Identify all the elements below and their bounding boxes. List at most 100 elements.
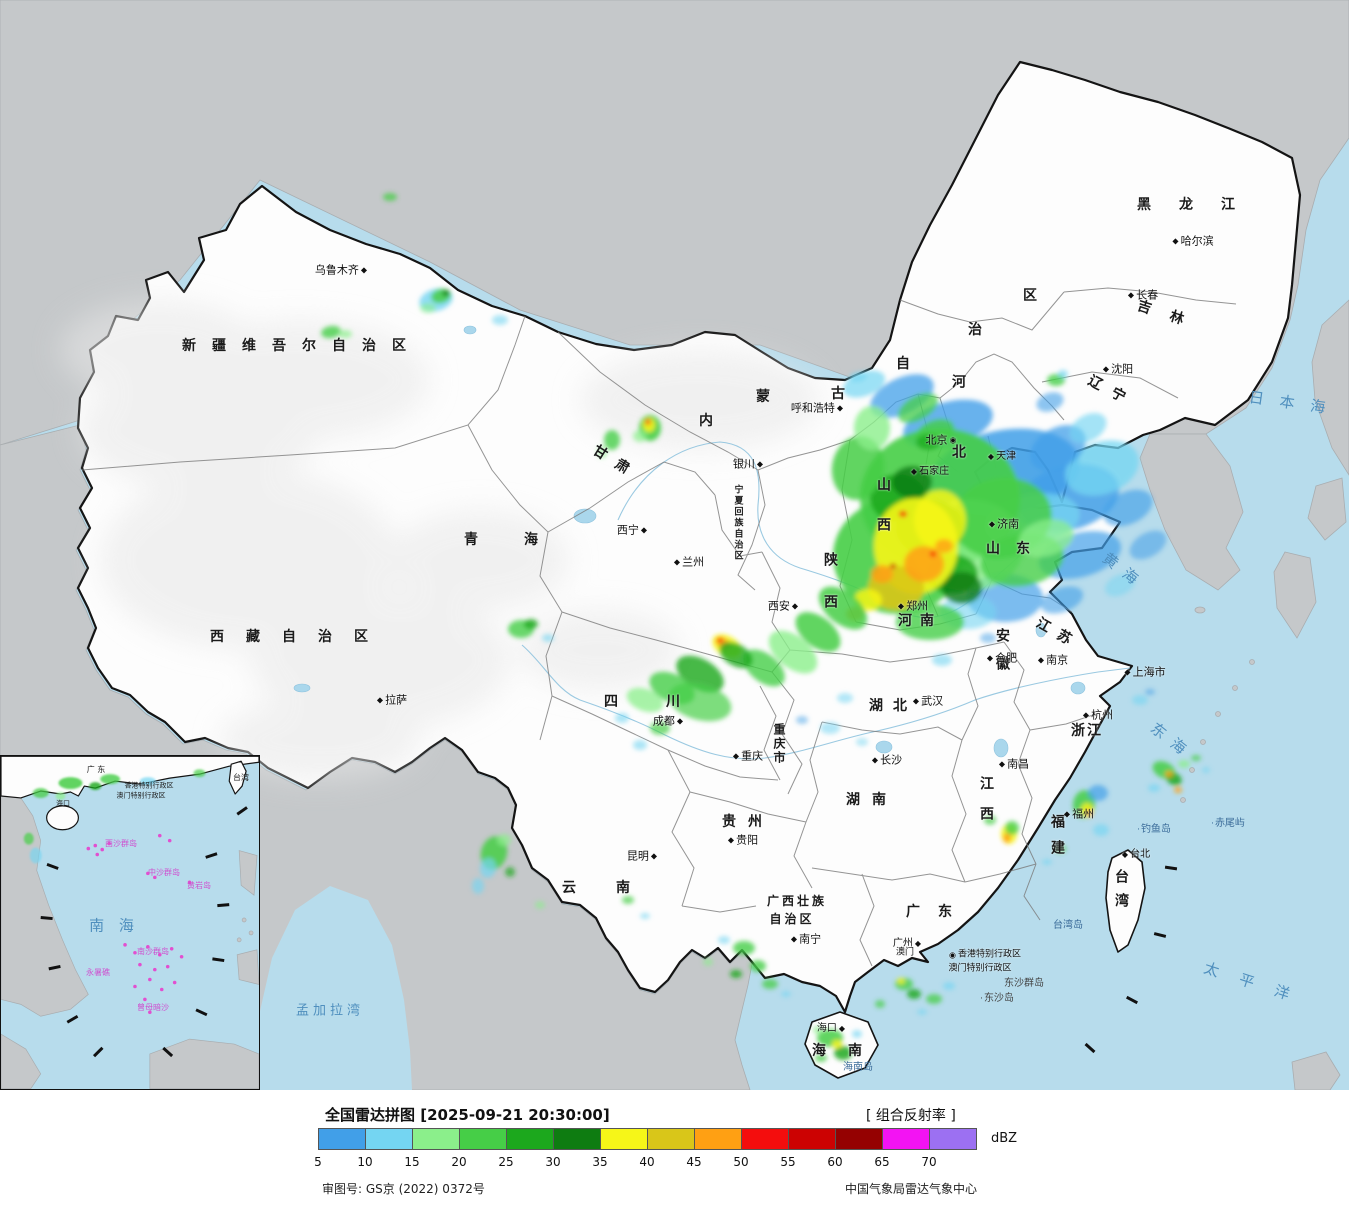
island-dot	[167, 838, 172, 843]
scale-value: 25	[498, 1155, 514, 1169]
bay-of-bengal	[250, 886, 412, 1090]
island-dot	[179, 954, 184, 959]
radar-echo	[604, 430, 620, 450]
boundary-dash	[66, 1014, 79, 1024]
radar-echo	[871, 565, 893, 583]
radar-echo	[820, 722, 840, 734]
radar-echo	[896, 604, 964, 640]
scale-cell-55: 55	[780, 1128, 836, 1169]
radar-echo	[854, 406, 890, 450]
scale-cell-25: 25	[498, 1128, 554, 1169]
lakes	[293, 325, 1086, 758]
radar-echo	[1191, 755, 1201, 761]
scale-cell-50: 50	[733, 1128, 789, 1169]
radar-echo	[907, 989, 921, 999]
radar-echo	[615, 713, 629, 723]
korea-peninsula	[1139, 433, 1244, 591]
boundary-dash	[40, 916, 53, 921]
radar-echo	[100, 774, 121, 785]
radar-echo	[29, 847, 42, 864]
scale-value: 60	[827, 1155, 843, 1169]
radar-echo	[926, 994, 942, 1004]
borneo	[149, 1038, 259, 1089]
island-dot	[133, 950, 137, 955]
radar-echo	[719, 641, 753, 669]
island-dot	[153, 875, 157, 880]
radar-echo	[762, 979, 778, 989]
legend-title: 全国雷达拼图 [2025-09-21 20:30:00]	[325, 1106, 610, 1124]
boundary-dash	[217, 903, 230, 908]
radar-echo	[849, 371, 867, 383]
radar-echo	[633, 430, 647, 442]
scale-cell-10: 10	[357, 1128, 413, 1169]
island-dot	[95, 852, 100, 857]
radar-echo	[1132, 695, 1148, 705]
radar-echo	[668, 682, 732, 722]
island-dot	[187, 880, 192, 885]
radar-echo	[730, 970, 742, 978]
radar-echo	[718, 936, 730, 944]
color-scale: 5 10 15 20 25 30 35 40 45 50 55 60 65 70	[314, 1128, 977, 1169]
radar-echo	[321, 325, 341, 339]
radar-echo	[733, 941, 755, 955]
nine-dash-line-layer	[1084, 865, 1178, 1054]
radar-echo	[796, 716, 808, 724]
boundary-dash	[1125, 995, 1139, 1005]
radar-echo	[932, 654, 952, 666]
boundary-dash	[212, 957, 225, 963]
scale-cell-35: 35	[592, 1128, 648, 1169]
vietnam	[1, 795, 89, 1017]
scale-value: 35	[592, 1155, 608, 1169]
island-dot	[157, 952, 162, 957]
radar-echo	[875, 1000, 885, 1008]
radar-echo-layer	[321, 193, 1210, 1062]
island-dot	[107, 841, 111, 846]
island-dot	[153, 967, 157, 972]
taiwan-island	[1105, 849, 1146, 953]
boundary-dash	[1084, 1042, 1096, 1054]
radar-echo	[338, 330, 352, 338]
scale-value: 50	[733, 1155, 749, 1169]
scale-value: 5	[314, 1155, 322, 1169]
scale-cell-5: 5	[314, 1128, 366, 1169]
scale-value: 20	[451, 1155, 467, 1169]
boundary-dash	[92, 1046, 104, 1058]
radar-echo	[743, 649, 785, 687]
boundary-dash	[236, 806, 248, 816]
radar-echo	[1054, 845, 1066, 853]
radar-echo	[852, 1030, 862, 1038]
map-approval-number: 审图号: GS京 (2022) 0372号	[322, 1182, 485, 1196]
jeju-island	[1194, 606, 1206, 614]
boundary-dash	[205, 852, 218, 859]
radar-echo	[818, 586, 868, 630]
radar-echo	[89, 782, 102, 791]
map-canvas	[0, 0, 1349, 1090]
scale-cell-45: 45	[686, 1128, 742, 1169]
island-dot	[148, 1010, 152, 1015]
radar-echo	[1058, 370, 1068, 378]
radar-echo	[524, 619, 538, 629]
radar-echo	[32, 788, 49, 798]
scale-cell-40: 40	[639, 1128, 695, 1169]
radar-echo	[892, 466, 932, 498]
radar-echo	[832, 1040, 842, 1048]
radar-echo	[1165, 771, 1173, 777]
radar-echo	[23, 832, 34, 845]
scale-cell-15: 15	[404, 1128, 460, 1169]
radar-echo	[768, 630, 818, 674]
radar-echo	[980, 633, 996, 643]
radar-echo	[1065, 440, 1139, 496]
radar-echo	[1129, 530, 1167, 560]
radar-echo	[1003, 833, 1011, 843]
radar-echo	[472, 878, 484, 894]
luzon	[238, 850, 258, 896]
philippines-luzon	[1291, 1051, 1341, 1090]
radar-echo	[1174, 787, 1182, 793]
radar-echo	[1093, 824, 1109, 836]
radar-echo	[984, 815, 996, 825]
radar-echo	[1145, 689, 1155, 695]
inset-hainan	[46, 805, 79, 831]
scale-unit: dBZ	[991, 1131, 1018, 1146]
radar-echo	[914, 490, 966, 550]
scale-cell-30: 30	[545, 1128, 601, 1169]
